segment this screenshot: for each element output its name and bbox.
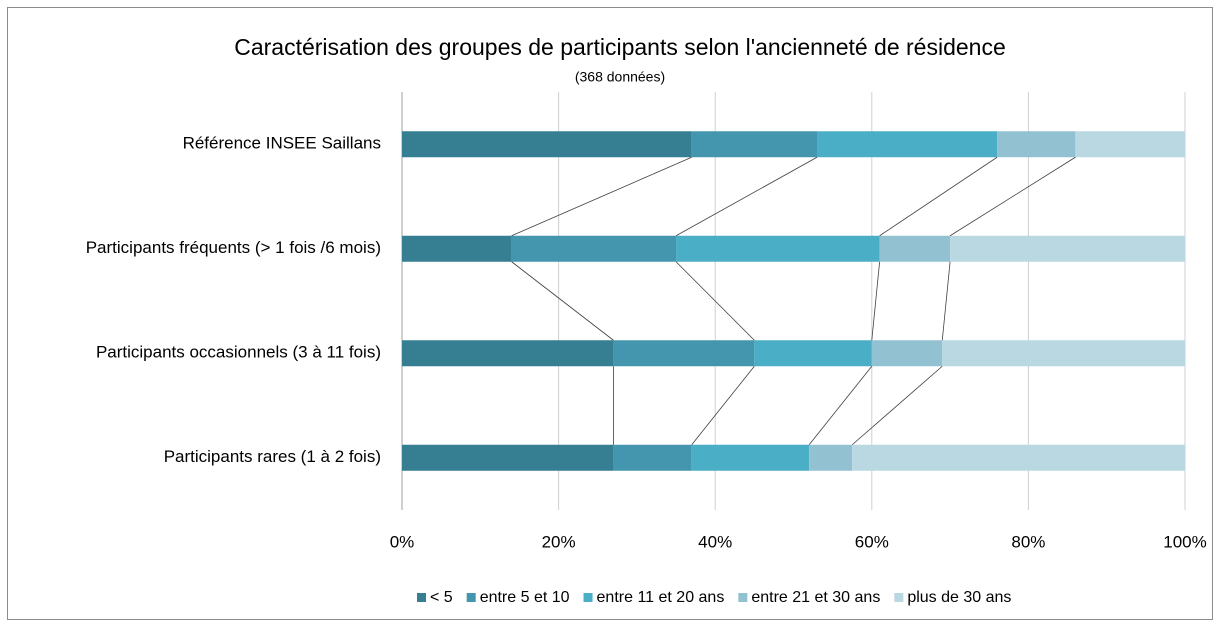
- series-line: [879, 156, 998, 237]
- bar-segment: [613, 340, 755, 367]
- bar-segment: [402, 444, 614, 471]
- y-tick-label: Référence INSEE Saillans: [183, 134, 381, 153]
- legend-swatch: [466, 593, 476, 602]
- y-tick-label: Participants occasionnels (3 à 11 fois): [96, 343, 381, 362]
- bar-segment: [871, 340, 943, 367]
- bar-segment: [852, 444, 1185, 471]
- y-tick-label: Participants rares (1 à 2 fois): [164, 447, 381, 466]
- series-line: [511, 156, 692, 237]
- series-line: [871, 261, 881, 341]
- series-line: [691, 366, 755, 445]
- series-line: [675, 156, 818, 237]
- bar-segment: [754, 340, 872, 367]
- bar-segment: [809, 444, 853, 471]
- bar-segment: [691, 131, 817, 158]
- legend-label: entre 5 et 10: [480, 589, 570, 606]
- chart-subtitle: (368 données): [575, 69, 665, 85]
- bar-segment: [997, 131, 1076, 158]
- bar-segment: [816, 131, 998, 158]
- x-tick-label: 40%: [698, 532, 732, 551]
- series-line: [851, 365, 943, 446]
- bar-segment: [1075, 131, 1185, 158]
- bar-segment: [402, 340, 614, 367]
- bar-segment: [402, 235, 512, 262]
- bar-segment: [879, 235, 951, 262]
- bar-segment: [691, 444, 810, 471]
- series-line: [511, 261, 614, 341]
- legend-swatch: [417, 593, 426, 602]
- series-line: [808, 366, 873, 445]
- bar-segment: [511, 235, 677, 262]
- series-line: [675, 261, 755, 341]
- bar-segment: [950, 235, 1185, 262]
- bar-segment: [613, 444, 692, 471]
- bar-segment: [676, 235, 880, 262]
- x-tick-label: 80%: [1011, 532, 1045, 551]
- series-line: [941, 261, 951, 341]
- legend-swatch: [894, 593, 904, 602]
- x-tick-label: 20%: [542, 532, 576, 551]
- y-tick-label: Participants fréquents (> 1 fois /6 mois…: [86, 238, 381, 257]
- legend-swatch: [738, 593, 748, 602]
- x-tick-label: 100%: [1163, 532, 1206, 551]
- series-line: [949, 156, 1076, 237]
- x-tick-label: 60%: [855, 532, 889, 551]
- legend-label: plus de 30 ans: [907, 589, 1011, 606]
- legend-label: < 5: [430, 589, 453, 606]
- x-tick-label: 0%: [390, 532, 415, 551]
- legend-swatch: [583, 593, 593, 602]
- bar-segment: [942, 340, 1185, 367]
- legend-label: entre 21 et 30 ans: [751, 589, 880, 606]
- chart-title: Caractérisation des groupes de participa…: [234, 34, 1006, 60]
- chart-frame: [7, 7, 1213, 620]
- bar-segment: [402, 131, 692, 158]
- legend-label: entre 11 et 20 ans: [597, 589, 725, 606]
